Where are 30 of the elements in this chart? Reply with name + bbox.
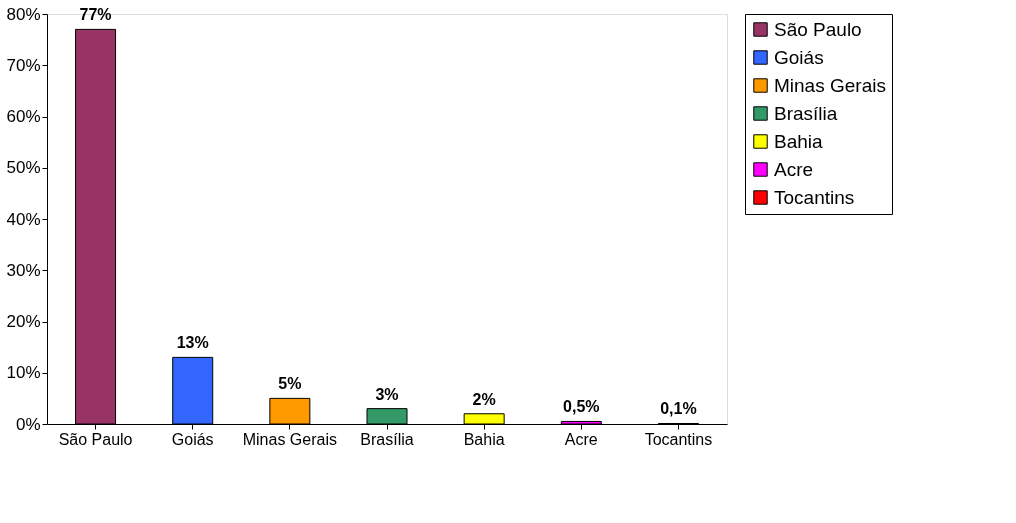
data-label: 13% — [176, 334, 209, 352]
y-tick-label: 30% — [6, 260, 41, 280]
x-tick-label: Goiás — [171, 430, 214, 448]
data-label: 5% — [278, 375, 302, 393]
legend-label: Minas Gerais — [774, 74, 886, 96]
legend-label: São Paulo — [774, 18, 862, 40]
y-tick-label: 40% — [6, 209, 41, 229]
y-tick-label: 0% — [15, 414, 41, 434]
x-tick-label: Acre — [564, 430, 598, 448]
legend-label: Tocantins — [774, 186, 855, 208]
data-label: 2% — [472, 390, 496, 408]
y-tick-label: 70% — [6, 55, 41, 75]
x-tick-label: Bahia — [463, 430, 505, 448]
x-tick-label: São Paulo — [58, 430, 133, 448]
data-label: 77% — [79, 6, 112, 24]
x-tick-label: Brasília — [360, 430, 414, 448]
y-tick-label: 10% — [6, 363, 41, 383]
y-tick-label: 60% — [6, 107, 41, 126]
x-tick-label: Minas Gerais — [242, 430, 337, 448]
x-tick-label: Tocantins — [644, 430, 713, 448]
legend-label: Acre — [774, 158, 814, 180]
data-label: 3% — [375, 385, 399, 403]
y-tick-label: 80% — [6, 4, 41, 24]
legend-label: Bahia — [774, 130, 824, 152]
y-tick-label: 50% — [6, 158, 41, 178]
legend-label: Brasília — [774, 102, 838, 124]
data-label: 0,1% — [660, 400, 697, 418]
legend-label: Goiás — [774, 46, 824, 68]
data-label: 0,5% — [563, 398, 600, 416]
y-tick-label: 20% — [6, 312, 41, 331]
